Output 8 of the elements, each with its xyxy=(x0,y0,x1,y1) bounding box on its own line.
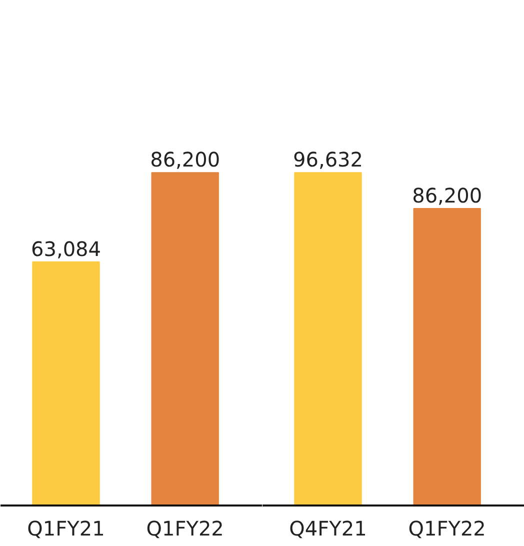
data-label: 86,200 xyxy=(412,184,482,208)
x-tick-label: Q1FY21 xyxy=(27,516,105,540)
x-tick-label: Q1FY22 xyxy=(408,516,486,540)
x-tick-label: Q1FY22 xyxy=(146,516,224,540)
data-label: 86,200 xyxy=(150,148,220,172)
data-label: 63,084 xyxy=(31,236,101,261)
data-label: 96,632 xyxy=(293,148,363,172)
x-tick-label: Q4FY21 xyxy=(289,516,367,540)
